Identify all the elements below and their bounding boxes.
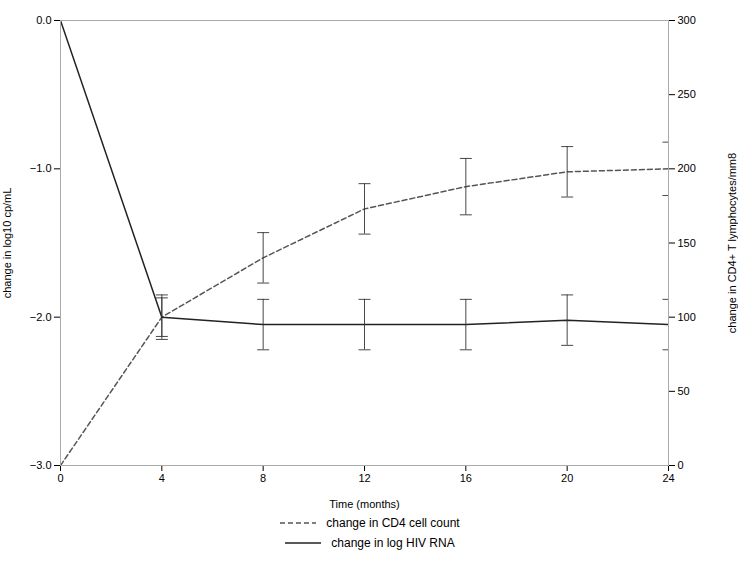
svg-text:100: 100: [678, 311, 696, 323]
svg-text:0.0: 0.0: [36, 14, 51, 26]
svg-text:8: 8: [260, 472, 266, 484]
svg-text:4: 4: [159, 472, 165, 484]
html-text:change in log HIV RNA: change in log HIV RNA: [331, 536, 455, 550]
svg-text:−1.0: −1.0: [30, 162, 52, 174]
html-text:change in CD4 cell count: change in CD4 cell count: [326, 516, 460, 530]
svg-text:0: 0: [678, 459, 684, 471]
svg-text:20: 20: [561, 472, 573, 484]
svg-text:change in CD4+ T lymphocytes/m: change in CD4+ T lymphocytes/mm8: [726, 153, 738, 333]
svg-text:50: 50: [678, 385, 690, 397]
svg-text:150: 150: [678, 237, 696, 249]
svg-text:−2.0: −2.0: [30, 311, 52, 323]
svg-text:250: 250: [678, 88, 696, 100]
svg-text:−3.0: −3.0: [30, 459, 52, 471]
svg-text:change in log10 cp/mL: change in log10 cp/mL: [1, 188, 13, 299]
svg-text:12: 12: [358, 472, 370, 484]
svg-text:200: 200: [678, 162, 696, 174]
svg-text:300: 300: [678, 14, 696, 26]
svg-text:0: 0: [57, 472, 63, 484]
svg-text:16: 16: [460, 472, 472, 484]
svg-text:24: 24: [662, 472, 674, 484]
svg-text:Time (months): Time (months): [329, 498, 400, 510]
